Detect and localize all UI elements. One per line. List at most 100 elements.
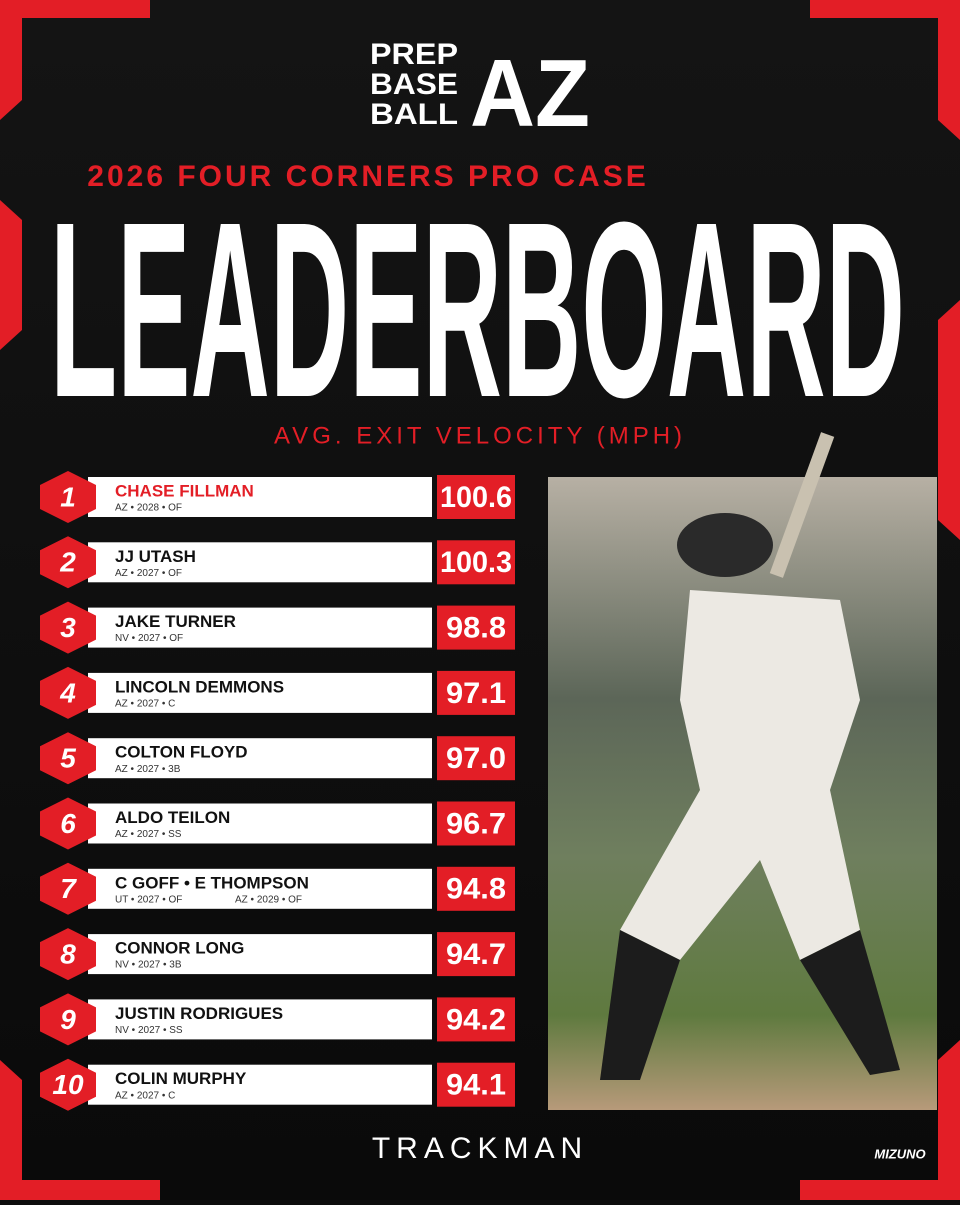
rank: 8: [60, 938, 76, 969]
value-box: [437, 670, 515, 715]
accent: [938, 300, 960, 540]
row-bar: [88, 672, 432, 713]
rank-badge: [40, 862, 96, 915]
player-details: NV • 2027 • SS: [115, 1025, 183, 1036]
value: 94.1: [446, 1069, 506, 1102]
value: 96.7: [446, 807, 506, 840]
leaderboard-row: 8 CONNOR LONG NV • 2027 • 3B 94.7: [40, 928, 515, 981]
value-box: [437, 1062, 515, 1107]
value: 94.8: [446, 873, 506, 906]
rank: 2: [59, 547, 76, 578]
leaderboard-row: 6 ALDO TEILON AZ • 2027 • SS 96.7: [40, 797, 515, 850]
player-details: AZ • 2027 • C: [115, 699, 175, 710]
metric-label: AVG. EXIT VELOCITY (MPH): [274, 422, 686, 449]
leaderboard-row: 9 JUSTIN RODRIGUES NV • 2027 • SS 94.2: [40, 993, 515, 1046]
player-silhouette: [600, 432, 900, 1080]
player-name: JJ UTASH: [115, 547, 196, 566]
rank-badge: [40, 601, 96, 654]
accent: [0, 1060, 160, 1200]
value: 98.8: [446, 612, 506, 645]
player-details: AZ • 2029 • OF: [235, 894, 302, 905]
value-box: [437, 540, 515, 585]
accent: [0, 200, 22, 350]
value-box: [437, 932, 515, 977]
player-details: AZ • 2027 • SS: [115, 829, 182, 840]
player-details: NV • 2027 • 3B: [115, 960, 182, 971]
value-box: [437, 605, 515, 650]
value: 97.1: [446, 677, 506, 710]
value: 100.6: [440, 481, 512, 514]
player-name: CHASE FILLMAN: [115, 481, 254, 500]
row-bar: [88, 607, 432, 648]
accent: [0, 0, 150, 120]
player-name: C GOFF • E THOMPSON: [115, 873, 309, 892]
leaderboard-row: 4 LINCOLN DEMMONS AZ • 2027 • C 97.1: [40, 666, 515, 719]
player-details: AZ • 2027 • OF: [115, 568, 182, 579]
leaderboard-row: 1 CHASE FILLMAN AZ • 2028 • OF 100.6: [40, 471, 515, 523]
value: 100.3: [440, 546, 512, 579]
value: 94.7: [446, 938, 506, 971]
row-bar: [88, 477, 432, 517]
player-name: COLTON FLOYD: [115, 743, 248, 762]
rank-badge: [40, 1058, 96, 1111]
accent: [800, 1040, 960, 1200]
logo-line: BASE: [370, 68, 458, 101]
rank: 1: [60, 481, 76, 512]
player-name: JAKE TURNER: [115, 612, 236, 631]
player-details: AZ • 2028 • OF: [115, 503, 182, 514]
value: 94.2: [446, 1003, 506, 1036]
value-box: [437, 736, 515, 781]
rank: 6: [60, 808, 76, 839]
rank-badge: [40, 928, 96, 981]
row-bar: [88, 1064, 432, 1105]
row-bar: [88, 803, 432, 844]
player-name: LINCOLN DEMMONS: [115, 677, 284, 696]
subtitle: 2026 FOUR CORNERS PRO CASE: [87, 160, 648, 193]
rank: 7: [60, 873, 77, 904]
player-details: AZ • 2027 • C: [115, 1090, 175, 1101]
rank: 3: [60, 612, 76, 643]
value: 97.0: [446, 742, 506, 775]
row-bar: [88, 934, 432, 975]
player-details: NV • 2027 • OF: [115, 633, 183, 644]
row-bar: [88, 542, 432, 583]
leaderboard-row: 7 C GOFF • E THOMPSON UT • 2027 • OF AZ • 2…: [40, 862, 515, 915]
value-box: [437, 475, 515, 519]
logo-line: BALL: [370, 98, 458, 131]
player-name: JUSTIN RODRIGUES: [115, 1004, 283, 1023]
title: LEADERBOARD: [50, 170, 905, 449]
rank-badge: [40, 536, 96, 589]
player-name: COLIN MURPHY: [115, 1069, 247, 1088]
leaderboard-row: 5 COLTON FLOYD AZ • 2027 • 3B 97.0: [40, 732, 515, 785]
rank: 9: [60, 1004, 76, 1035]
leaderboard-row: 3 JAKE TURNER NV • 2027 • OF 98.8: [40, 601, 515, 654]
value-box: [437, 801, 515, 846]
value-box: [437, 866, 515, 911]
leaderboard-rows: 1 CHASE FILLMAN AZ • 2028 • OF 100.6 2 JJ UTA…: [40, 471, 515, 1111]
rank-badge: [40, 471, 96, 523]
rank-badge: [40, 993, 96, 1046]
rank: 10: [52, 1069, 84, 1100]
accent: [810, 0, 960, 140]
brand: MIZUNO: [874, 1146, 925, 1161]
logo-mark: AZ: [470, 40, 590, 147]
player-details: AZ • 2027 • 3B: [115, 764, 181, 775]
player-name: CONNOR LONG: [115, 939, 244, 958]
leaderboard-row: 10 COLIN MURPHY AZ • 2027 • C 94.1: [40, 1058, 515, 1111]
value-box: [437, 997, 515, 1042]
rank-badge: [40, 797, 96, 850]
player-details: UT • 2027 • OF: [115, 894, 182, 905]
row-bar: [88, 738, 432, 779]
row-bar: [88, 999, 432, 1040]
player-name: ALDO TEILON: [115, 808, 230, 827]
logo-line: PREP: [370, 38, 458, 71]
row-bar: [88, 868, 432, 909]
rank-badge: [40, 732, 96, 785]
rank: 5: [60, 743, 76, 774]
rank: 4: [59, 677, 76, 708]
leaderboard-row: 2 JJ UTASH AZ • 2027 • OF 100.3: [40, 536, 515, 589]
sponsor: TRACKMAN: [372, 1132, 588, 1165]
